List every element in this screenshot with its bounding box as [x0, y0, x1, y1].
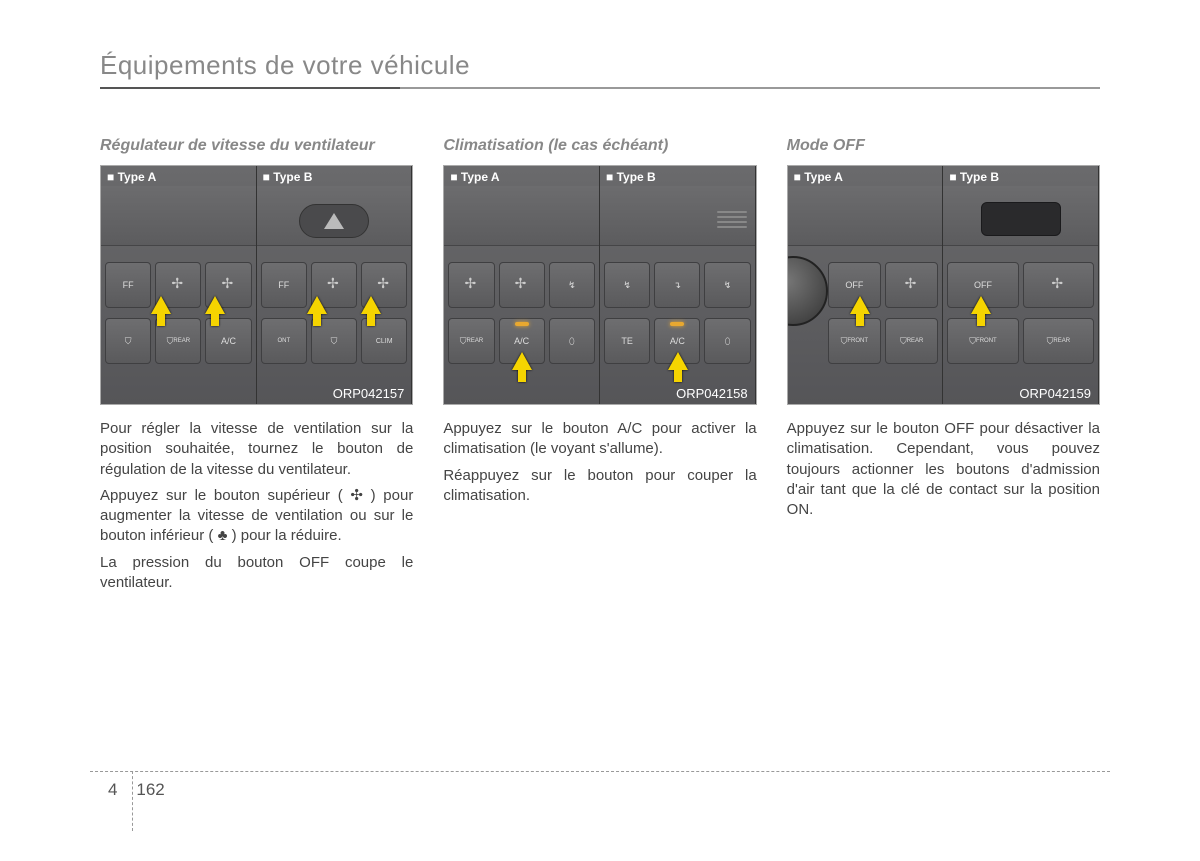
figure-type-b: ■ Type B FF ONT ⛉ CLIM	[257, 166, 413, 404]
figure-off: ■ Type A OFF ⛉FRONT ⛉REAR ■ Type B	[787, 165, 1100, 405]
figure-type-a: ■ Type A ↯ ⛉REAR A/C ⬯	[444, 166, 600, 404]
page-footer: 4 162	[0, 771, 1200, 811]
arrow-indicator	[205, 296, 225, 314]
type-b-label: ■ Type B	[606, 170, 656, 184]
arrow-indicator	[361, 296, 381, 314]
figure-code: ORP042157	[333, 386, 405, 401]
paragraph: Appuyez sur le bouton A/C pour activer l…	[443, 419, 756, 460]
ac-led-on	[670, 322, 684, 326]
fan-button	[1023, 262, 1094, 308]
off-button-fragment: FF	[105, 262, 151, 308]
mode-button: ↯	[549, 262, 595, 308]
paragraph: Appuyez sur le bouton supérieur ( ✣ ) po…	[100, 486, 413, 547]
rear-defrost-button: ⛉	[105, 318, 151, 364]
header-rule	[100, 87, 1100, 89]
chapter-title: Équipements de votre véhicule	[100, 50, 1100, 87]
paragraph: La pression du bouton OFF coupe le venti…	[100, 553, 413, 594]
display-panel	[981, 202, 1061, 236]
arrow-indicator	[971, 296, 991, 314]
type-b-label: ■ Type B	[263, 170, 313, 184]
page-number: 162	[136, 780, 164, 799]
front-defrost-button: ⛉FRONT	[828, 318, 881, 364]
type-a-label: ■ Type A	[450, 170, 499, 184]
figure-code: ORP042159	[1019, 386, 1091, 401]
chapter-number: 4	[108, 780, 117, 799]
figure-ac: ■ Type A ↯ ⛉REAR A/C ⬯ ■ Type B	[443, 165, 756, 405]
paragraph: Réappuyez sur le bouton pour couper la c…	[443, 466, 756, 507]
te-button: TE	[604, 318, 650, 364]
type-a-label: ■ Type A	[107, 170, 156, 184]
figure-type-a: ■ Type A OFF ⛉FRONT ⛉REAR	[788, 166, 944, 404]
body-text: Pour régler la vitesse de ventilation su…	[100, 419, 413, 593]
recirculate-button: ⬯	[704, 318, 750, 364]
type-a-label: ■ Type A	[794, 170, 843, 184]
mode-button: ↯	[704, 262, 750, 308]
body-text: Appuyez sur le bouton OFF pour désactive…	[787, 419, 1100, 520]
rear-defrost-button: ⛉REAR	[885, 318, 938, 364]
figure-fan-speed: ■ Type A FF ⛉ ⛉REAR A/C	[100, 165, 413, 405]
arrow-indicator	[668, 352, 688, 370]
rear-defrost-button: ⛉REAR	[1023, 318, 1094, 364]
mode-button: ↴	[654, 262, 700, 308]
fan-button	[448, 262, 494, 308]
section-title: Climatisation (le cas échéant)	[443, 137, 756, 155]
paragraph: Pour régler la vitesse de ventilation su…	[100, 419, 413, 480]
section-title: Mode OFF	[787, 137, 1100, 155]
body-text: Appuyez sur le bouton A/C pour activer l…	[443, 419, 756, 506]
section-off: Mode OFF ■ Type A OFF ⛉FRONT ⛉REAR	[787, 137, 1100, 599]
arrow-indicator	[512, 352, 532, 370]
recirculate-button: ⬯	[549, 318, 595, 364]
paragraph: Appuyez sur le bouton OFF pour désactive…	[787, 419, 1100, 520]
fan-button	[885, 262, 938, 308]
arrow-indicator	[850, 296, 870, 314]
ac-led-on	[515, 322, 529, 326]
content-columns: Régulateur de vitesse du ventilateur ■ T…	[100, 137, 1100, 599]
fan-button	[499, 262, 545, 308]
front-button: ONT	[261, 318, 307, 364]
hazard-button	[299, 204, 369, 238]
section-title: Régulateur de vitesse du ventilateur	[100, 137, 413, 155]
arrow-indicator	[307, 296, 327, 314]
section-ac: Climatisation (le cas échéant) ■ Type A …	[443, 137, 756, 599]
mode-button: ↯	[604, 262, 650, 308]
figure-type-b: ■ Type B ↯ ↴ ↯ TE A/C ⬯	[600, 166, 756, 404]
arrow-indicator	[151, 296, 171, 314]
figure-type-a: ■ Type A FF ⛉ ⛉REAR A/C	[101, 166, 257, 404]
figure-type-b: ■ Type B OFF ⛉FRONT ⛉REAR	[943, 166, 1099, 404]
section-fan-speed: Régulateur de vitesse du ventilateur ■ T…	[100, 137, 413, 599]
off-button-fragment: FF	[261, 262, 307, 308]
type-b-label: ■ Type B	[949, 170, 999, 184]
vent-icon	[717, 208, 747, 231]
rear-defrost-button: ⛉REAR	[448, 318, 494, 364]
figure-code: ORP042158	[676, 386, 748, 401]
